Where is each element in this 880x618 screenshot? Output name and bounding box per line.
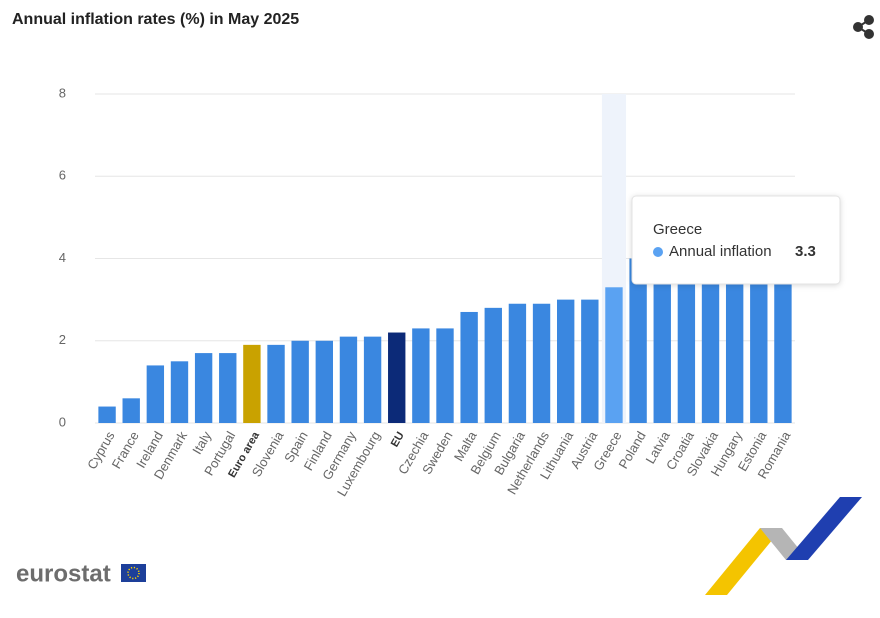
bar	[629, 258, 647, 423]
y-tick-label: 2	[59, 332, 66, 347]
bar	[460, 311, 478, 423]
bar	[605, 287, 623, 423]
bar	[98, 406, 116, 423]
bar	[581, 299, 599, 423]
bar	[557, 299, 575, 423]
bar	[388, 332, 406, 423]
bar	[170, 361, 189, 423]
bar	[315, 340, 333, 423]
bar	[532, 303, 551, 423]
bar	[339, 336, 358, 423]
tooltip-title: Greece	[653, 221, 702, 238]
bar	[194, 353, 213, 423]
y-tick-label: 4	[59, 250, 66, 265]
share-icon[interactable]	[853, 15, 874, 39]
bar	[412, 328, 430, 423]
decoration	[705, 497, 862, 595]
tooltip-box	[631, 195, 841, 285]
tooltip-series: Annual inflation	[669, 243, 772, 260]
bar	[653, 254, 671, 423]
bar	[267, 344, 285, 423]
eu-flag	[121, 564, 146, 582]
y-tick-label: 6	[59, 168, 66, 183]
bar	[701, 246, 720, 423]
y-tick-label: 8	[59, 85, 66, 100]
bar	[677, 246, 696, 423]
bar	[436, 328, 454, 423]
tooltip-value: 3.3	[795, 243, 816, 260]
chart-title: Annual inflation rates (%) in May 2025	[12, 11, 299, 28]
bar	[363, 336, 382, 423]
bar	[508, 303, 527, 423]
tooltip-layer: Greece Annual inflation 3.3	[631, 195, 841, 285]
bar	[219, 353, 237, 423]
bar	[484, 307, 502, 423]
bar	[146, 365, 165, 423]
bar	[122, 398, 140, 423]
logo-text: eurostat	[16, 560, 111, 587]
tooltip-marker	[653, 247, 663, 257]
bar	[243, 344, 261, 423]
bar	[291, 340, 309, 423]
y-tick-label: 0	[59, 414, 66, 429]
